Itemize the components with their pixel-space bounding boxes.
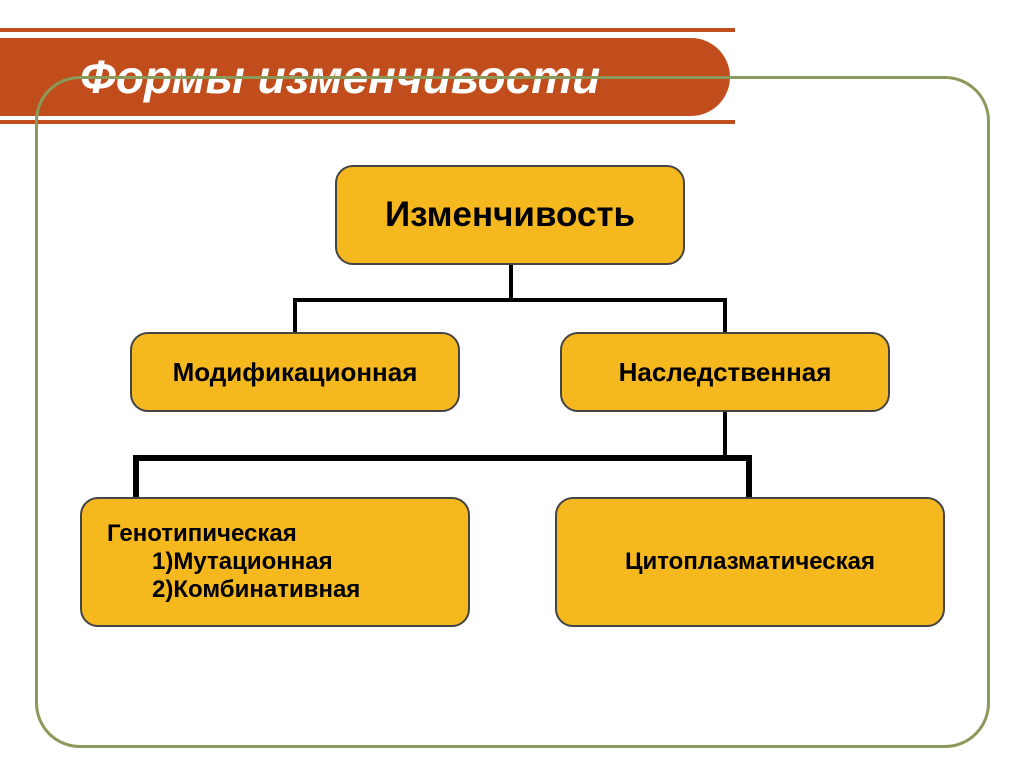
node-modification-label: Модификационная	[173, 357, 418, 388]
node-genotypic-heading: Генотипическая	[107, 520, 297, 548]
node-cytoplasmic: Цитоплазматическая	[555, 497, 945, 627]
connector-l1r-down	[723, 412, 727, 457]
connector-l2-right-down	[746, 455, 752, 500]
connector-l1-right-down	[723, 298, 727, 334]
connector-l1-horizontal	[295, 298, 727, 302]
node-hereditary: Наследственная	[560, 332, 890, 412]
node-genotypic-content: Генотипическая 1)Мутационная 2)Комбинати…	[107, 520, 360, 604]
connector-root-down	[509, 265, 513, 300]
node-genotypic-item2: 2)Комбинативная	[107, 576, 360, 604]
title-accent-line-top	[0, 28, 735, 32]
node-cytoplasmic-label: Цитоплазматическая	[625, 548, 875, 576]
node-genotypic-item1: 1)Мутационная	[107, 548, 333, 576]
node-genotypic: Генотипическая 1)Мутационная 2)Комбинати…	[80, 497, 470, 627]
node-hereditary-label: Наследственная	[619, 357, 832, 388]
connector-l2-horizontal	[135, 455, 750, 461]
node-root: Изменчивость	[335, 165, 685, 265]
node-modification: Модификационная	[130, 332, 460, 412]
connector-l2-left-down	[133, 455, 139, 500]
connector-l1-left-down	[293, 298, 297, 334]
node-root-label: Изменчивость	[385, 195, 635, 235]
